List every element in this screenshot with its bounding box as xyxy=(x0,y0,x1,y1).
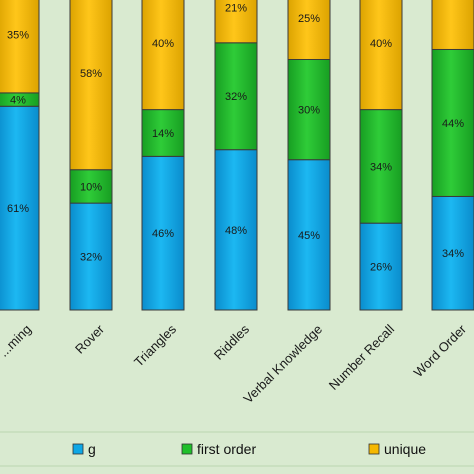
data-label-unique-3: 40% xyxy=(152,38,174,50)
bar-segment-g-7 xyxy=(431,195,474,311)
data-label-first-order-2: 10% xyxy=(80,181,102,193)
data-label-unique-5: 25% xyxy=(298,13,320,25)
bar-segment-g-1 xyxy=(0,105,40,311)
bar-segment-first-order-6 xyxy=(359,109,403,224)
data-label-first-order-3: 14% xyxy=(152,128,174,140)
x-tick-label-1: ...ming xyxy=(0,322,34,360)
x-tick-label-5: Verbal Knowledge xyxy=(240,322,325,407)
data-label-g-1: 61% xyxy=(7,203,29,215)
bar-segment-unique-4 xyxy=(214,0,258,44)
bar-segment-g-4 xyxy=(214,149,258,311)
bar-segment-unique-2 xyxy=(69,0,113,171)
data-label-g-3: 46% xyxy=(152,228,174,240)
x-tick-label-4: Riddles xyxy=(211,321,253,363)
bar-segment-g-6 xyxy=(359,222,403,311)
bars-group: 61% 4% 35% 32% 10% 58% 46% 14% 40% 48% 32% 21% 45% 30… xyxy=(0,0,474,311)
data-label-unique-4: 21% xyxy=(225,3,247,15)
bar-segment-unique-1 xyxy=(0,0,40,94)
x-tick-label-2: Rover xyxy=(72,321,108,357)
bar-segment-first-order-5 xyxy=(287,59,331,161)
data-label-g-6: 26% xyxy=(370,262,392,274)
legend-swatch-g xyxy=(72,443,84,455)
x-tick-label-3: Triangles xyxy=(131,321,179,369)
data-label-first-order-4: 32% xyxy=(225,91,247,103)
legend-label-first-order: first order xyxy=(197,441,256,457)
data-label-g-7: 34% xyxy=(442,248,464,260)
data-label-unique-2: 58% xyxy=(80,68,102,80)
legend-label-unique: unique xyxy=(384,441,426,457)
bar-segment-unique-7 xyxy=(431,0,474,50)
bar-segment-first-order-4 xyxy=(214,42,258,151)
bar-segment-first-order-7 xyxy=(431,48,474,197)
data-label-g-5: 45% xyxy=(298,230,320,242)
data-label-first-order-6: 34% xyxy=(370,161,392,173)
data-label-unique-1: 35% xyxy=(7,29,29,41)
legend-label-g: g xyxy=(88,441,96,457)
bar-segment-unique-6 xyxy=(359,0,403,111)
data-label-g-2: 32% xyxy=(80,252,102,264)
bar-segment-g-5 xyxy=(287,159,331,311)
data-label-unique-6: 40% xyxy=(370,38,392,50)
data-label-g-4: 48% xyxy=(225,225,247,237)
x-tick-label-6: Number Recall xyxy=(326,321,397,392)
bar-segment-g-3 xyxy=(141,155,185,311)
legend: g first order unique xyxy=(72,441,426,457)
data-label-first-order-1: 4% xyxy=(10,95,26,107)
legend-swatch-unique xyxy=(368,443,380,455)
data-label-first-order-5: 30% xyxy=(298,105,320,117)
data-label-first-order-7: 44% xyxy=(442,118,464,130)
legend-swatch-first-order xyxy=(181,443,193,455)
bar-segment-unique-5 xyxy=(287,0,331,60)
x-tick-label-7: Word Order xyxy=(411,321,470,380)
bar-segment-unique-3 xyxy=(141,0,185,111)
bar-segment-g-2 xyxy=(69,202,113,311)
bar-segment-first-order-2 xyxy=(69,169,113,204)
